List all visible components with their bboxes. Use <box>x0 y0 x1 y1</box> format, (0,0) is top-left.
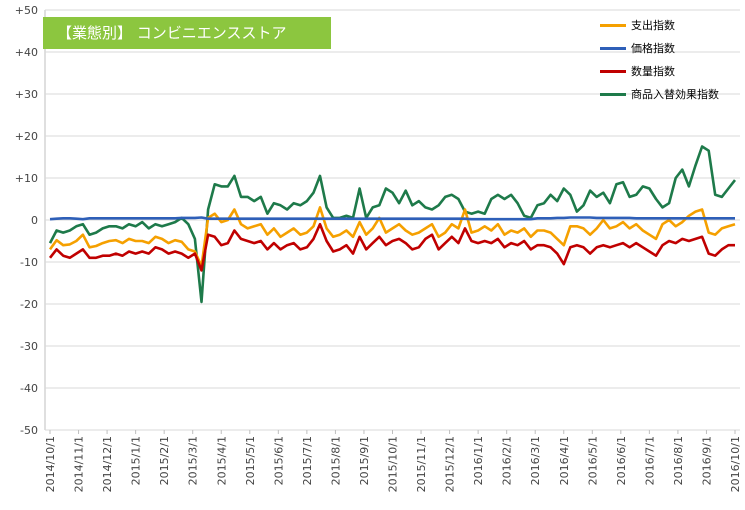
x-tick-label: 2015/8/1 <box>329 436 342 485</box>
series-lines <box>48 145 737 304</box>
x-tick-label: 2015/5/1 <box>244 436 257 485</box>
x-tick-label: 2015/3/1 <box>187 436 200 485</box>
x-axis-ticks: 2014/10/1 2014/11/1 2014/12/1 2015/1/1 2015/… <box>44 430 742 492</box>
legend-label-spending: 支出指数 <box>631 19 675 32</box>
x-tick-label: 2015/12/1 <box>444 436 457 492</box>
chart-title: 【業態別】 コンビニエンスストア <box>43 17 331 49</box>
x-tick-label: 2015/11/1 <box>415 436 428 492</box>
x-tick-label: 2014/11/1 <box>73 436 86 492</box>
y-tick-label: +20 <box>15 130 38 143</box>
legend-swatch-quantity <box>600 70 626 73</box>
series-spending-line <box>48 206 736 268</box>
x-tick-label: 2016/8/1 <box>672 436 685 485</box>
y-tick-label: +10 <box>15 172 38 185</box>
legend-swatch-price <box>600 47 626 50</box>
y-tick-label: 0 <box>31 214 38 227</box>
legend-item-quantity: 数量指数 <box>600 60 740 83</box>
y-tick-label: +30 <box>15 88 38 101</box>
y-tick-label: -50 <box>20 424 38 437</box>
legend-label-switching: 商品入替効果指数 <box>631 88 719 101</box>
y-axis-ticks: +50 +40 +30 +20 +10 0 -10 -20 -30 -40 -50 <box>15 4 38 437</box>
chart-legend: 支出指数 価格指数 数量指数 商品入替効果指数 <box>600 14 740 106</box>
legend-label-quantity: 数量指数 <box>631 65 675 78</box>
x-tick-label: 2014/10/1 <box>44 436 57 492</box>
x-tick-label: 2015/7/1 <box>301 436 314 485</box>
series-price-line <box>49 216 735 221</box>
y-tick-label: +50 <box>15 4 38 17</box>
y-tick-label: +40 <box>15 46 38 59</box>
x-tick-label: 2016/5/1 <box>586 436 599 485</box>
x-tick-label: 2015/6/1 <box>272 436 285 485</box>
legend-label-price: 価格指数 <box>631 42 675 55</box>
legend-swatch-switching <box>600 93 626 96</box>
y-tick-label: -10 <box>20 256 38 269</box>
series-switching-line <box>48 145 737 304</box>
x-tick-label: 2016/10/1 <box>729 436 742 492</box>
x-tick-label: 2016/9/1 <box>700 436 713 485</box>
y-tick-label: -20 <box>20 298 38 311</box>
grid-lines <box>44 9 740 431</box>
legend-item-spending: 支出指数 <box>600 14 740 37</box>
x-tick-label: 2015/1/1 <box>130 436 143 485</box>
y-tick-label: -30 <box>20 340 38 353</box>
x-tick-label: 2015/9/1 <box>358 436 371 485</box>
legend-swatch-spending <box>600 24 626 27</box>
x-tick-label: 2015/10/1 <box>387 436 400 492</box>
x-tick-label: 2014/12/1 <box>101 436 114 492</box>
x-tick-label: 2016/4/1 <box>558 436 571 485</box>
x-tick-label: 2016/1/1 <box>472 436 485 485</box>
x-tick-label: 2016/2/1 <box>501 436 514 485</box>
x-tick-label: 2015/4/1 <box>215 436 228 485</box>
x-tick-label: 2016/7/1 <box>643 436 656 485</box>
x-tick-label: 2016/6/1 <box>615 436 628 485</box>
series-quantity-line <box>48 222 735 272</box>
legend-item-switching: 商品入替効果指数 <box>600 83 740 106</box>
x-tick-label: 2016/3/1 <box>529 436 542 485</box>
legend-item-price: 価格指数 <box>600 37 740 60</box>
y-tick-label: -40 <box>20 382 38 395</box>
x-tick-label: 2015/2/1 <box>158 436 171 485</box>
